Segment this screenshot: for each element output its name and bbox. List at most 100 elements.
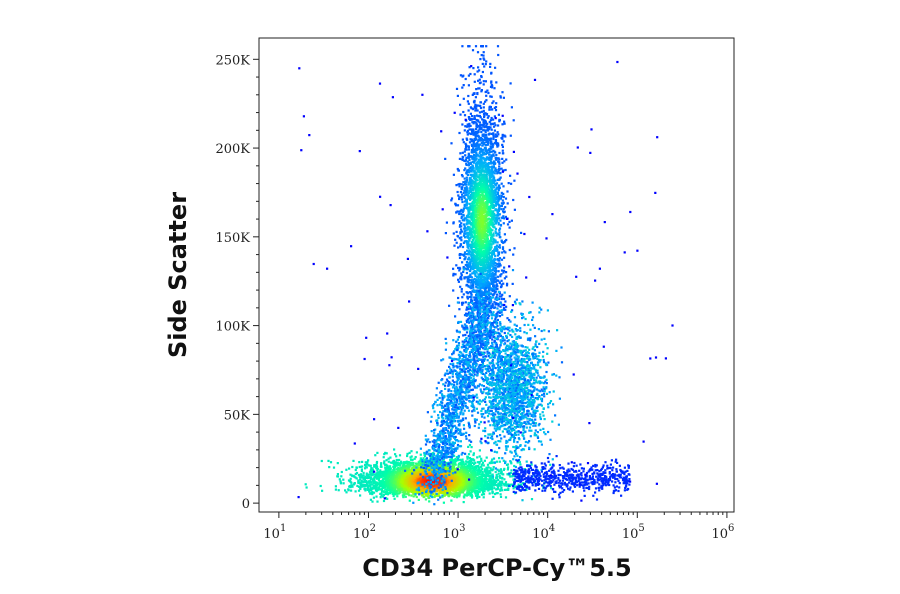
event-point [417,461,420,464]
event-point [453,481,456,484]
event-point [498,206,501,209]
event-point [469,463,472,466]
event-point [506,473,509,476]
event-point [439,481,442,484]
event-point [472,147,475,150]
event-point [465,475,468,478]
event-point [476,481,479,485]
event-point [347,488,350,491]
event-point [407,493,410,496]
event-point [372,469,375,472]
event-point [464,77,467,81]
event-point [470,496,474,499]
event-point [376,468,379,471]
event-point [466,249,469,252]
event-point [454,487,457,490]
event-point [427,479,430,482]
event-point [493,172,496,175]
event-point [398,454,402,457]
event-point [359,473,362,476]
event-point [473,490,476,493]
event-point [401,475,404,478]
event-point [401,484,404,487]
event-point [416,484,419,487]
event-point [477,484,480,487]
event-point [415,476,418,479]
event-point [375,467,378,470]
event-point [492,184,495,188]
event-point [461,193,464,196]
event-point [465,163,468,166]
event-point [391,489,394,492]
event-point [427,473,430,476]
event-point [477,485,480,488]
event-point [461,466,464,469]
event-point [388,471,391,474]
event-point [393,481,396,484]
event-point [467,493,470,496]
event-point [417,473,420,476]
event-point [390,473,393,476]
event-point [368,490,371,493]
event-point [402,461,405,464]
event-point [421,493,424,496]
event-point [421,485,425,488]
event-point [480,479,483,482]
event-point [404,488,407,491]
event-point [482,496,485,499]
event-point [403,465,407,468]
event-point [452,466,455,469]
event-point [461,478,464,481]
event-point [396,461,399,464]
event-point [390,487,393,490]
event-point [474,474,477,477]
event-point [468,141,472,144]
event-point [459,231,462,234]
event-point [392,494,395,497]
event-point [406,454,409,458]
event-point [476,471,479,474]
event-point [389,470,392,473]
event-point [477,466,480,469]
event-point [443,490,446,493]
event-point [399,474,402,477]
event-point [357,489,361,492]
event-point [490,116,493,120]
event-point [508,483,512,486]
event-point [320,459,323,463]
event-point [449,493,452,496]
event-point [444,467,447,470]
event-point [468,443,472,447]
event-point [470,486,473,489]
event-point [363,478,366,481]
event-point [478,171,481,174]
event-point [375,464,378,467]
event-point [471,182,474,185]
event-point [482,493,486,496]
event-point [469,462,472,465]
event-point [457,465,460,469]
event-point [503,478,506,481]
event-point [478,490,481,493]
event-point [304,483,307,486]
event-point [420,484,423,487]
event-point [474,158,477,161]
event-point [453,467,456,470]
event-point [372,481,376,485]
event-point [321,489,324,492]
event-point [453,485,456,488]
event-point [423,475,426,479]
event-point [362,471,365,474]
event-point [396,477,399,480]
event-point [420,476,423,479]
event-point [350,484,353,487]
event-point [385,476,389,479]
event-point [450,466,453,469]
event-point [406,452,409,455]
event-point [412,495,415,498]
event-point [550,487,553,490]
event-point [430,474,433,477]
event-point [373,473,376,476]
event-point [391,476,395,479]
event-point [436,494,439,497]
